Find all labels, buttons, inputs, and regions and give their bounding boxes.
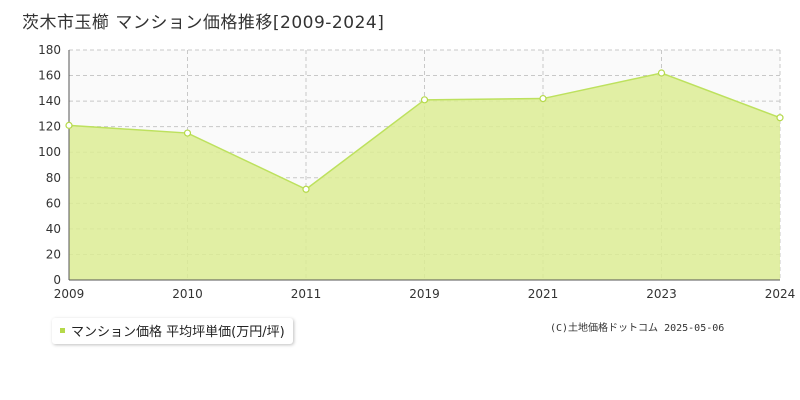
x-tick-label: 2023 [646, 287, 677, 301]
data-point-2023 [657, 69, 666, 77]
y-tick-label: 40 [46, 222, 61, 236]
y-tick-label: 0 [53, 273, 61, 287]
data-point-2024 [776, 114, 784, 122]
chart-title: 茨木市玉櫛 マンション価格推移[2009-2024] [22, 13, 385, 33]
data-point-2011 [302, 185, 310, 193]
data-points [65, 69, 784, 193]
x-tick-labels: 2009 2010 2011 2019 2021 2023 2024 [54, 287, 796, 301]
data-point-2019 [420, 96, 429, 104]
y-tick-label: 80 [46, 171, 61, 185]
y-tick-label: 140 [38, 94, 61, 108]
x-tick-label: 2021 [528, 287, 559, 301]
credit-text: (C)土地価格ドットコム 2025-05-06 [550, 323, 725, 334]
data-point-2009 [65, 121, 73, 129]
x-tick-label: 2010 [172, 287, 203, 301]
series-area [69, 73, 780, 280]
x-tick-label: 2024 [765, 287, 796, 301]
y-tick-labels: 0 20 40 60 80 100 120 140 160 180 [38, 43, 61, 287]
legend-swatch [60, 328, 65, 333]
axes [68, 50, 780, 281]
x-tick-label: 2011 [291, 287, 322, 301]
y-tick-label: 120 [38, 120, 61, 134]
x-tick-label: 2019 [409, 287, 440, 301]
data-point-2021 [539, 94, 547, 103]
legend-label: マンション価格 平均坪単価(万円/坪) [71, 325, 285, 340]
x-tick-label: 2009 [54, 287, 85, 301]
legend: マンション価格 平均坪単価(万円/坪) [52, 318, 293, 344]
y-tick-label: 20 [46, 247, 61, 261]
y-tick-label: 60 [46, 196, 61, 210]
data-point-2010 [183, 129, 192, 137]
y-tick-label: 160 [38, 69, 61, 83]
y-tick-label: 100 [38, 145, 61, 159]
y-tick-label: 180 [38, 43, 61, 57]
